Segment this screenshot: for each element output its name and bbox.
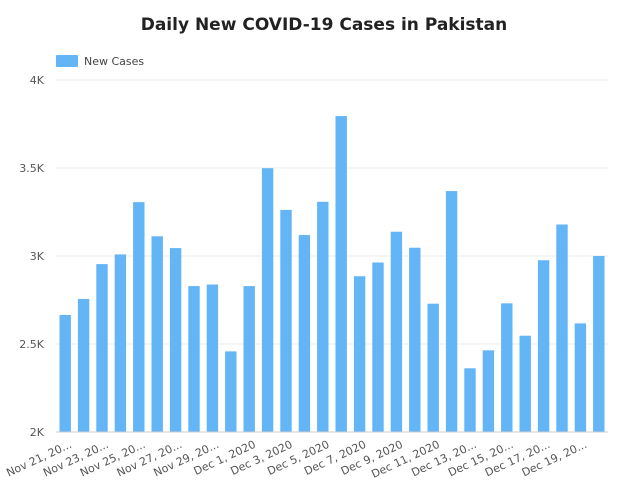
- y-tick-label: 2.5K: [19, 338, 44, 351]
- bar[interactable]: [556, 224, 568, 432]
- bar[interactable]: [114, 254, 127, 432]
- bar[interactable]: [427, 303, 439, 432]
- bar[interactable]: [482, 350, 495, 432]
- bar[interactable]: [317, 201, 329, 432]
- bar[interactable]: [501, 303, 513, 432]
- chart-title: Daily New COVID-19 Cases in Pakistan: [141, 15, 508, 35]
- bar[interactable]: [464, 368, 476, 432]
- bar[interactable]: [225, 351, 237, 432]
- bar[interactable]: [169, 248, 182, 432]
- bar[interactable]: [593, 256, 605, 432]
- bar[interactable]: [280, 209, 292, 432]
- y-tick-label: 3.5K: [19, 162, 44, 175]
- legend-swatch: [56, 55, 78, 67]
- bar[interactable]: [537, 260, 550, 432]
- y-axis-ticks: 2K 2.5K 3K 3.5K 4K: [19, 74, 44, 439]
- bar[interactable]: [353, 276, 366, 432]
- bar[interactable]: [372, 262, 384, 432]
- bar[interactable]: [206, 284, 219, 432]
- bar[interactable]: [335, 116, 347, 432]
- bar[interactable]: [243, 286, 255, 432]
- bar[interactable]: [59, 314, 71, 432]
- bar[interactable]: [519, 335, 531, 432]
- bar[interactable]: [574, 323, 587, 432]
- bar[interactable]: [390, 231, 403, 432]
- bar[interactable]: [151, 236, 163, 432]
- legend-label: New Cases: [84, 55, 144, 68]
- gridlines: [56, 79, 608, 345]
- bar[interactable]: [96, 264, 108, 432]
- bar[interactable]: [133, 202, 145, 432]
- legend[interactable]: New Cases: [56, 55, 144, 68]
- y-tick-label: 4K: [30, 74, 45, 87]
- x-axis-ticks: Nov 21, 20...Nov 23, 20...Nov 25, 20...N…: [4, 438, 589, 481]
- bar[interactable]: [77, 298, 90, 432]
- bar[interactable]: [445, 191, 458, 432]
- bar[interactable]: [261, 168, 274, 432]
- bar[interactable]: [409, 247, 421, 432]
- bars: [59, 116, 605, 432]
- bar[interactable]: [298, 235, 311, 432]
- bar[interactable]: [188, 286, 200, 432]
- y-tick-label: 2K: [30, 426, 45, 439]
- y-tick-label: 3K: [30, 250, 45, 263]
